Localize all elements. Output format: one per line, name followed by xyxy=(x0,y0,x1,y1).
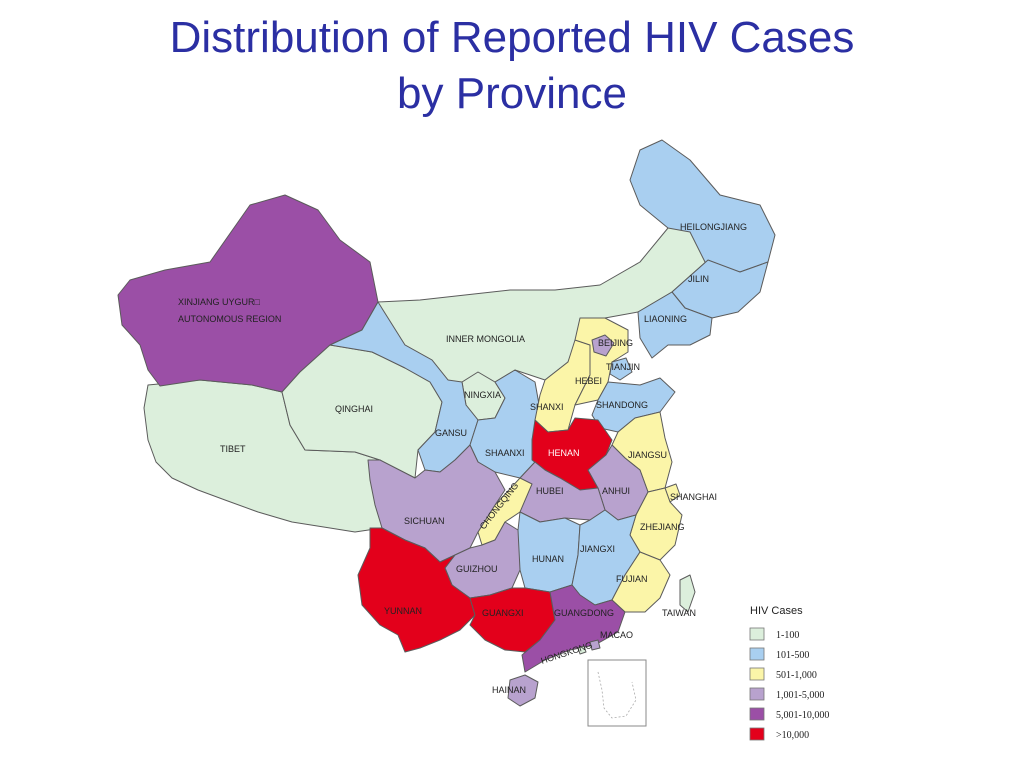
legend-label: 501-1,000 xyxy=(776,670,817,681)
legend-label: >10,000 xyxy=(776,730,809,741)
province-hongkong[interactable] xyxy=(589,639,601,651)
province-yunnan[interactable] xyxy=(357,527,476,653)
legend-swatch xyxy=(749,707,765,721)
label-henan: HENAN xyxy=(548,448,580,458)
page-title: Distribution of Reported HIV Cases by Pr… xyxy=(0,10,1024,122)
legend-swatch xyxy=(749,667,765,681)
label-jiangsu: JIANGSU xyxy=(628,450,667,460)
label-anhui: ANHUI xyxy=(602,486,630,496)
inset-frame xyxy=(587,659,647,727)
label-macao: MACAO xyxy=(600,630,633,640)
label-yunnan: YUNNAN xyxy=(384,606,422,616)
label-guizhou: GUIZHOU xyxy=(456,564,498,574)
label-shaanxi: SHAANXI xyxy=(485,448,525,458)
label-inner-mongolia: INNER MONGOLIA xyxy=(446,334,525,344)
label-jilin: JILIN xyxy=(688,274,709,284)
label-tianjin: TIANJIN xyxy=(606,362,640,372)
legend-label: 1,001-5,000 xyxy=(776,690,824,701)
province-shaanxi[interactable] xyxy=(469,369,541,479)
label-shanxi: SHANXI xyxy=(530,402,564,412)
label-xinjiang-line1: XINJIANG UYGUR□ xyxy=(178,297,261,307)
label-jiangxi: JIANGXI xyxy=(580,544,615,554)
legend-label: 1-100 xyxy=(776,630,799,641)
label-sichuan: SICHUAN xyxy=(404,516,445,526)
legend: HIV Cases 1-100 101-500 501-1,000 1,001-5,0… xyxy=(749,605,829,741)
label-gansu: GANSU xyxy=(435,428,467,438)
provinces-layer xyxy=(117,139,776,707)
label-liaoning: LIAONING xyxy=(644,314,687,324)
label-hunan: HUNAN xyxy=(532,554,564,564)
label-hubei: HUBEI xyxy=(536,486,564,496)
label-guangxi: GUANGXI xyxy=(482,608,524,618)
legend-title: HIV Cases xyxy=(750,605,803,617)
legend-label: 5,001-10,000 xyxy=(776,710,829,721)
inset-boundary xyxy=(597,671,637,719)
legend-label: 101-500 xyxy=(776,650,809,661)
label-zhejiang: ZHEJIANG xyxy=(640,522,685,532)
province-tianjin[interactable] xyxy=(609,357,633,381)
legend-swatch xyxy=(749,627,765,641)
label-taiwan: TAIWAN xyxy=(662,608,696,618)
title-line-2: by Province xyxy=(397,69,627,118)
province-fujian[interactable] xyxy=(611,551,671,613)
legend-swatch xyxy=(749,647,765,661)
south-china-sea-inset xyxy=(587,659,647,727)
label-qinghai: QINGHAI xyxy=(335,404,373,414)
province-hainan[interactable] xyxy=(507,674,539,707)
province-beijing[interactable] xyxy=(591,334,615,357)
province-taiwan[interactable] xyxy=(679,574,696,613)
legend-swatch xyxy=(749,727,765,741)
label-ningxia: NINGXIA xyxy=(464,390,501,400)
label-shanghai: SHANGHAI xyxy=(670,492,717,502)
province-hunan[interactable] xyxy=(514,511,581,593)
province-macao[interactable] xyxy=(577,645,587,655)
legend-swatch xyxy=(749,687,765,701)
label-guangdong: GUANGDONG xyxy=(554,608,614,618)
province-liaoning[interactable] xyxy=(637,291,713,359)
label-fujian: FUJIAN xyxy=(616,574,648,584)
label-beijing: BEIJING xyxy=(598,338,633,348)
label-hebei: HEBEI xyxy=(575,376,602,386)
title-line-1: Distribution of Reported HIV Cases xyxy=(169,13,855,62)
label-hainan: HAINAN xyxy=(492,685,526,695)
label-xinjiang-line2: AUTONOMOUS REGION xyxy=(178,314,281,324)
label-heilongjiang: HEILONGJIANG xyxy=(680,222,747,232)
label-tibet: TIBET xyxy=(220,444,246,454)
label-shandong: SHANDONG xyxy=(596,400,648,410)
